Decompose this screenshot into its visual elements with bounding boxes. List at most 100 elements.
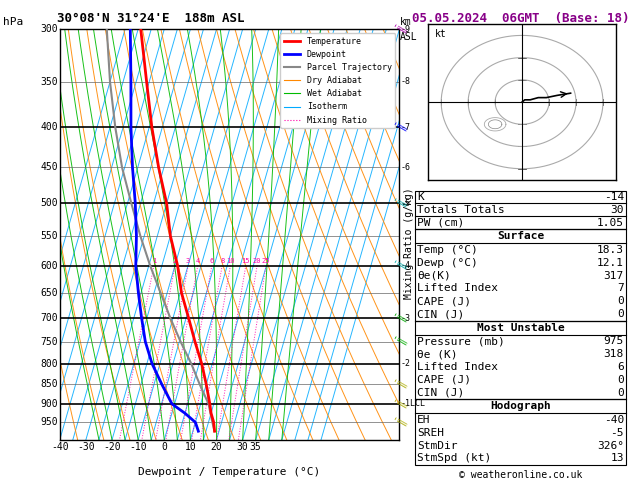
Text: -4: -4	[400, 261, 410, 270]
Text: 900: 900	[40, 399, 58, 409]
Text: -30: -30	[77, 442, 95, 452]
Text: SREH: SREH	[417, 428, 444, 437]
Text: 25: 25	[262, 259, 270, 264]
Text: 550: 550	[40, 231, 58, 241]
Text: θe(K): θe(K)	[417, 271, 451, 280]
Text: θe (K): θe (K)	[417, 349, 457, 359]
Text: -1LCL: -1LCL	[400, 399, 425, 408]
Text: 35: 35	[250, 442, 262, 452]
Text: 1: 1	[152, 259, 156, 264]
Text: Surface: Surface	[497, 231, 544, 241]
Text: -6: -6	[400, 163, 410, 172]
Text: 300: 300	[40, 24, 58, 34]
Text: -20: -20	[103, 442, 121, 452]
Text: Lifted Index: Lifted Index	[417, 362, 498, 372]
Text: K: K	[417, 192, 424, 202]
Text: $\bar{\|}$: $\bar{\|}$	[394, 22, 411, 36]
Text: 400: 400	[40, 122, 58, 132]
Text: 6: 6	[617, 362, 624, 372]
Text: 318: 318	[604, 349, 624, 359]
Text: 05.05.2024  06GMT  (Base: 18): 05.05.2024 06GMT (Base: 18)	[412, 12, 629, 25]
Text: 7: 7	[617, 283, 624, 294]
Text: Lifted Index: Lifted Index	[417, 283, 498, 294]
Text: 750: 750	[40, 337, 58, 347]
Text: 1.05: 1.05	[597, 218, 624, 228]
Text: 18.3: 18.3	[597, 245, 624, 255]
Text: 650: 650	[40, 288, 58, 298]
Text: 20: 20	[253, 259, 262, 264]
Text: 12.1: 12.1	[597, 258, 624, 268]
Text: CIN (J): CIN (J)	[417, 388, 464, 398]
Text: Dewp (°C): Dewp (°C)	[417, 258, 478, 268]
Text: -40: -40	[604, 415, 624, 425]
Text: 800: 800	[40, 359, 58, 369]
Text: $\bar{\|}$: $\bar{\|}$	[394, 259, 411, 272]
Text: CAPE (J): CAPE (J)	[417, 375, 471, 385]
Text: 850: 850	[40, 380, 58, 389]
Text: 10: 10	[184, 442, 196, 452]
Text: 0: 0	[161, 442, 167, 452]
Text: -14: -14	[604, 192, 624, 202]
Text: PW (cm): PW (cm)	[417, 218, 464, 228]
Text: $\bar{\|}$: $\bar{\|}$	[394, 397, 411, 411]
Text: 600: 600	[40, 260, 58, 271]
Text: -5: -5	[611, 428, 624, 437]
Text: CIN (J): CIN (J)	[417, 309, 464, 319]
Text: Most Unstable: Most Unstable	[477, 323, 564, 333]
Text: $\bar{\|}$: $\bar{\|}$	[394, 378, 411, 391]
Text: $\bar{\|}$: $\bar{\|}$	[394, 416, 411, 429]
Text: 4: 4	[196, 259, 200, 264]
Text: 3: 3	[186, 259, 191, 264]
Text: 0: 0	[617, 375, 624, 385]
Text: 30: 30	[611, 205, 624, 215]
Text: © weatheronline.co.uk: © weatheronline.co.uk	[459, 470, 582, 480]
Text: StmSpd (kt): StmSpd (kt)	[417, 453, 491, 463]
Text: -3: -3	[400, 313, 410, 323]
Text: 10: 10	[226, 259, 235, 264]
Text: 450: 450	[40, 162, 58, 173]
Text: 30: 30	[237, 442, 248, 452]
Text: Totals Totals: Totals Totals	[417, 205, 505, 215]
Text: Temp (°C): Temp (°C)	[417, 245, 478, 255]
Text: ASL: ASL	[399, 32, 417, 42]
Text: -5: -5	[400, 199, 410, 208]
Text: 950: 950	[40, 417, 58, 427]
Text: 13: 13	[611, 453, 624, 463]
Text: 975: 975	[604, 336, 624, 346]
Text: 0: 0	[617, 296, 624, 306]
Text: 326°: 326°	[597, 440, 624, 451]
Text: 700: 700	[40, 313, 58, 323]
Text: km: km	[399, 17, 411, 27]
Text: StmDir: StmDir	[417, 440, 457, 451]
Text: -9: -9	[400, 25, 410, 34]
Text: 20: 20	[211, 442, 223, 452]
Text: -10: -10	[130, 442, 147, 452]
Text: 317: 317	[604, 271, 624, 280]
Text: Mixing Ratio (g/kg): Mixing Ratio (g/kg)	[404, 187, 414, 299]
Text: $\bar{\|}$: $\bar{\|}$	[394, 121, 411, 134]
Text: 6: 6	[209, 259, 214, 264]
Text: 0: 0	[617, 309, 624, 319]
Text: 500: 500	[40, 198, 58, 208]
Text: Dewpoint / Temperature (°C): Dewpoint / Temperature (°C)	[138, 467, 321, 477]
Text: -40: -40	[51, 442, 69, 452]
Text: Pressure (mb): Pressure (mb)	[417, 336, 505, 346]
Text: 2: 2	[173, 259, 177, 264]
Text: -7: -7	[400, 123, 410, 132]
Text: 8: 8	[220, 259, 225, 264]
Text: -8: -8	[400, 77, 410, 86]
Legend: Temperature, Dewpoint, Parcel Trajectory, Dry Adiabat, Wet Adiabat, Isotherm, Mi: Temperature, Dewpoint, Parcel Trajectory…	[281, 34, 395, 128]
Text: $\bar{\|}$: $\bar{\|}$	[394, 335, 411, 348]
Text: 30°08'N 31°24'E  188m ASL: 30°08'N 31°24'E 188m ASL	[57, 12, 244, 25]
Text: 15: 15	[242, 259, 250, 264]
Text: EH: EH	[417, 415, 430, 425]
Text: Hodograph: Hodograph	[490, 401, 551, 411]
Text: 350: 350	[40, 77, 58, 87]
Text: kt: kt	[435, 29, 447, 39]
Text: -2: -2	[400, 359, 410, 368]
Text: CAPE (J): CAPE (J)	[417, 296, 471, 306]
Text: 0: 0	[617, 388, 624, 398]
Text: $\bar{\|}$: $\bar{\|}$	[394, 312, 411, 325]
Text: hPa: hPa	[3, 17, 23, 27]
Text: $\bar{\|}$: $\bar{\|}$	[394, 197, 411, 210]
